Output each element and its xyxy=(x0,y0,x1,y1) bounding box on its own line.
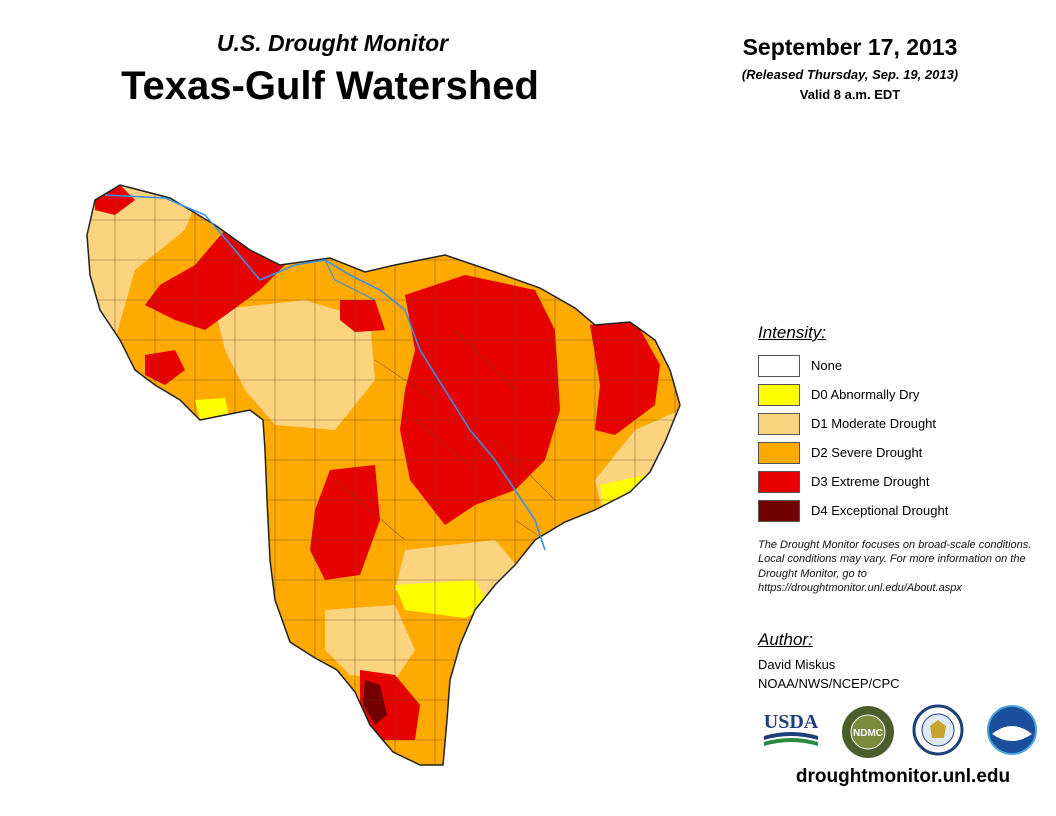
legend-swatch-none xyxy=(758,354,800,377)
d3-central-region xyxy=(400,275,560,525)
legend-swatch-d4 xyxy=(758,499,800,522)
legend-heading: Intensity: xyxy=(758,323,827,342)
legend-item: D1 Moderate Drought xyxy=(758,409,1028,438)
author-heading: Author: xyxy=(758,630,813,649)
author-org: NOAA/NWS/NCEP/CPC xyxy=(758,676,900,691)
d3-east-region xyxy=(590,320,660,435)
d3-north-region xyxy=(145,230,290,330)
red-river-line xyxy=(104,194,546,551)
legend-label: D3 Extreme Drought xyxy=(811,474,930,489)
d1-northwest-region xyxy=(87,185,205,360)
commerce-seal-logo xyxy=(912,704,964,756)
usda-logo-text: USDA xyxy=(764,711,819,733)
legend-label: D2 Severe Drought xyxy=(811,445,923,460)
legend: Intensity: None D0 Abnormally Dry D1 Mod… xyxy=(758,323,1028,525)
d0-west-spot-region xyxy=(195,398,230,420)
logo-row: USDA NDMC xyxy=(760,704,1045,762)
legend-swatch-d2 xyxy=(758,441,800,464)
disclaimer-note: The Drought Monitor focuses on broad-sca… xyxy=(758,539,1032,594)
legend-item: D2 Severe Drought xyxy=(758,438,1028,467)
map-title: Texas-Gulf Watershed xyxy=(121,64,539,108)
legend-swatch-d3 xyxy=(758,470,800,493)
d0-coastal-region xyxy=(395,580,490,618)
legend-label: None xyxy=(811,358,843,373)
d3-small-region xyxy=(340,300,385,332)
d4-valley-region xyxy=(363,680,387,725)
legend-item: D4 Exceptional Drought xyxy=(758,496,1028,525)
legend-label: D1 Moderate Drought xyxy=(811,416,937,431)
ndmc-logo-text: NDMC xyxy=(853,728,883,739)
valid-time: Valid 8 a.m. EDT xyxy=(799,87,901,102)
legend-item: None xyxy=(758,351,1028,380)
drought-map xyxy=(86,184,681,766)
usda-logo: USDA xyxy=(764,711,819,746)
noaa-logo xyxy=(987,705,1037,755)
website-link[interactable]: droughtmonitor.unl.edu xyxy=(795,766,1011,787)
legend-swatch-d0 xyxy=(758,383,800,406)
legend-item: D0 Abnormally Dry xyxy=(758,380,1028,409)
author-name: David Miskus xyxy=(758,657,836,672)
d3-southwest-region xyxy=(310,465,380,580)
river-tributary-line xyxy=(324,259,376,301)
map-subtitle: U.S. Drought Monitor xyxy=(216,30,449,56)
d1-central-west-region xyxy=(215,300,375,430)
legend-swatch-d1 xyxy=(758,412,800,435)
ndmc-logo: NDMC xyxy=(842,706,894,758)
legend-item: D3 Extreme Drought xyxy=(758,467,1028,496)
date-block: September 17, 2013 (Released Thursday, S… xyxy=(700,34,1000,102)
release-date: (Released Thursday, Sep. 19, 2013) xyxy=(741,67,959,82)
legend-label: D4 Exceptional Drought xyxy=(811,503,949,518)
d1-south-region xyxy=(325,605,415,680)
legend-label: D0 Abnormally Dry xyxy=(811,387,920,402)
map-date: September 17, 2013 xyxy=(742,34,958,60)
